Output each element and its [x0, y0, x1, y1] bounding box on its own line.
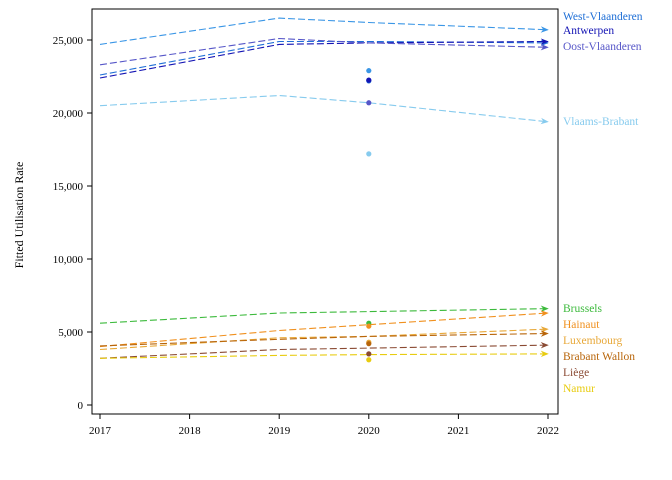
observed-point [366, 357, 372, 363]
series-line [99, 342, 549, 359]
series-label: Namur [563, 383, 595, 395]
observed-point [366, 68, 372, 74]
series-line [99, 94, 549, 125]
y-tick-label: 10,000 [53, 254, 84, 266]
series-line [99, 17, 549, 45]
observed-points [366, 68, 372, 363]
series-line [99, 37, 549, 66]
observed-point [366, 323, 372, 329]
x-tick-label: 2018 [179, 425, 202, 437]
y-axis-title: Fitted Utilisation Rate [12, 162, 26, 269]
observed-point [366, 351, 372, 357]
observed-point [366, 77, 372, 83]
series-label: Brabant Wallon [563, 351, 635, 363]
series-label: Luxembourg [563, 335, 622, 347]
observed-point [366, 151, 372, 157]
observed-point [366, 100, 372, 106]
series-label: West-Vlaanderen [563, 11, 643, 23]
x-tick-label: 2021 [447, 425, 469, 437]
y-tick-label: 25,000 [53, 35, 84, 47]
y-axis: 0 5,000 10,000 15,000 20,000 25,000 [53, 35, 92, 412]
series-lines [99, 17, 549, 359]
series-label: Oost-Vlaanderen [563, 41, 642, 53]
series-line [99, 310, 549, 348]
series-line [99, 330, 549, 347]
series-label: Antwerpen [563, 25, 614, 37]
plot-border [91, 8, 559, 415]
observed-point [366, 341, 372, 347]
x-tick-label: 2020 [358, 425, 381, 437]
x-axis: 2017 2018 2019 2020 2021 2022 [89, 414, 559, 437]
series-label: Liège [563, 367, 589, 379]
series-label: Hainaut [563, 319, 600, 331]
series-line [99, 39, 549, 76]
x-tick-label: 2017 [89, 425, 112, 437]
series-line [99, 38, 549, 79]
y-tick-label: 0 [78, 400, 84, 412]
y-tick-label: 20,000 [53, 108, 84, 120]
plot-frame [91, 8, 559, 415]
series-line [99, 326, 549, 351]
y-tick-label: 15,000 [53, 181, 84, 193]
x-tick-label: 2019 [268, 425, 291, 437]
y-tick-label: 5,000 [58, 327, 83, 339]
series-label: Vlaams-Brabant [563, 116, 639, 128]
series-labels: West-Vlaanderen Antwerpen Oost-Vlaanderen V… [563, 11, 643, 395]
series-line [99, 350, 549, 359]
series-label: Brussels [563, 303, 603, 315]
series-line [99, 305, 549, 324]
x-tick-label: 2022 [537, 425, 559, 437]
